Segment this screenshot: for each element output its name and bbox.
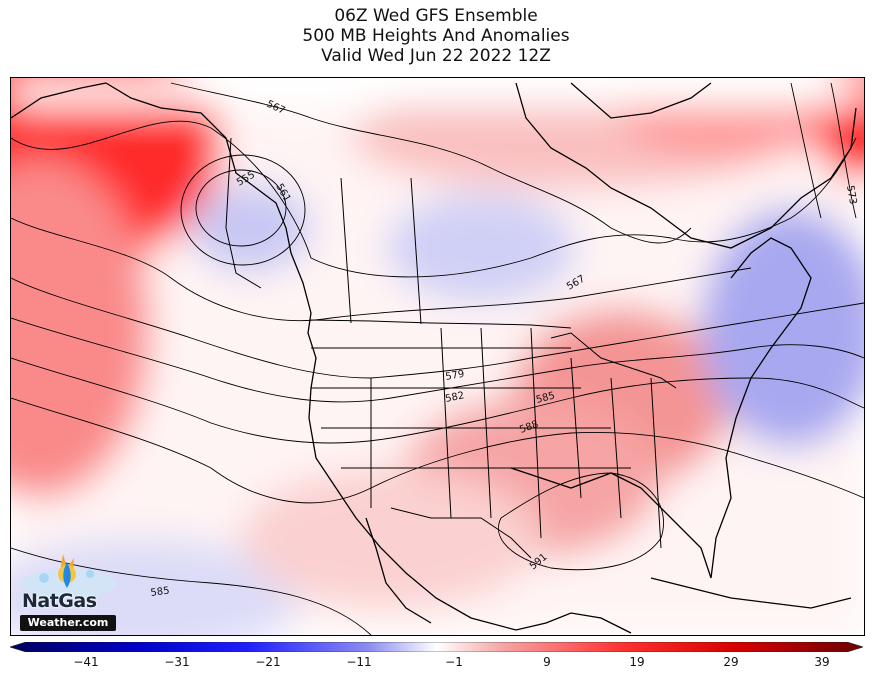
logo-graphic xyxy=(20,554,116,598)
height-contours xyxy=(11,82,864,635)
colorbar-tick: 29 xyxy=(723,655,739,669)
colorbar-tick: −31 xyxy=(164,655,190,669)
contour-label: 585 xyxy=(535,390,556,406)
alberta-sask-border xyxy=(340,177,352,324)
anomaly-plains-trough xyxy=(386,193,576,303)
political-borders xyxy=(225,137,677,559)
colorbar-tick: −41 xyxy=(73,655,99,669)
colorbar-graphic xyxy=(8,641,865,653)
anomaly-map: 567 555 561 567 573 579 582 585 588 591 … xyxy=(11,78,864,635)
colorbar-tick: −1 xyxy=(445,655,463,669)
map-title: 06Z Wed GFS Ensemble 500 MB Heights And … xyxy=(0,6,872,66)
anomaly-neutral-north xyxy=(11,78,864,106)
colorbar-tick: 9 xyxy=(543,655,551,669)
us-canada-border xyxy=(310,319,572,329)
colorbar-tick: −21 xyxy=(255,655,281,669)
alaska-coast xyxy=(11,82,107,119)
great-lakes-outline xyxy=(550,332,677,389)
anomaly-eastern-pacific-negative xyxy=(11,538,301,635)
colorbar-tick: 39 xyxy=(814,655,830,669)
gulf-coast xyxy=(510,467,712,579)
state-borders xyxy=(311,327,662,549)
anomaly-pacific-positive xyxy=(11,158,151,498)
us-mexico-border xyxy=(390,507,532,559)
anomaly-pnw-trough xyxy=(191,183,311,273)
hudson-labrador-coast xyxy=(515,82,857,249)
contour-label: 585 xyxy=(150,585,170,599)
colorbar-ticks: −41 −31 −21 −11 −1 9 19 29 39 xyxy=(0,655,872,673)
colorbar xyxy=(8,637,865,653)
contour-label: 579 xyxy=(445,369,466,383)
title-line-3: Valid Wed Jun 22 2022 12Z xyxy=(321,46,551,66)
caribbean-islands xyxy=(650,577,852,609)
natgasweather-logo: NatGas Weather.com xyxy=(18,552,120,634)
arctic-islands xyxy=(570,82,712,119)
contour-label: 573 xyxy=(844,185,858,206)
colorbar-tick: −11 xyxy=(346,655,372,669)
map-panel: 567 555 561 567 573 579 582 585 588 591 … xyxy=(10,77,865,636)
bc-alberta-border xyxy=(225,137,262,289)
colorbar-tick: 19 xyxy=(629,655,645,669)
logo-brand: NatGas xyxy=(22,590,97,612)
sask-manitoba-border xyxy=(410,177,422,325)
anomaly-atlantic-trough xyxy=(701,208,864,448)
title-line-2: 500 MB Heights And Anomalies xyxy=(302,26,570,46)
anomaly-mexico-positive xyxy=(241,468,541,608)
baja-coast xyxy=(365,517,432,624)
east-coast xyxy=(710,237,812,579)
title-line-1: 06Z Wed GFS Ensemble xyxy=(334,6,538,26)
contour-label: 582 xyxy=(444,390,465,405)
logo-site: Weather.com xyxy=(20,615,116,631)
